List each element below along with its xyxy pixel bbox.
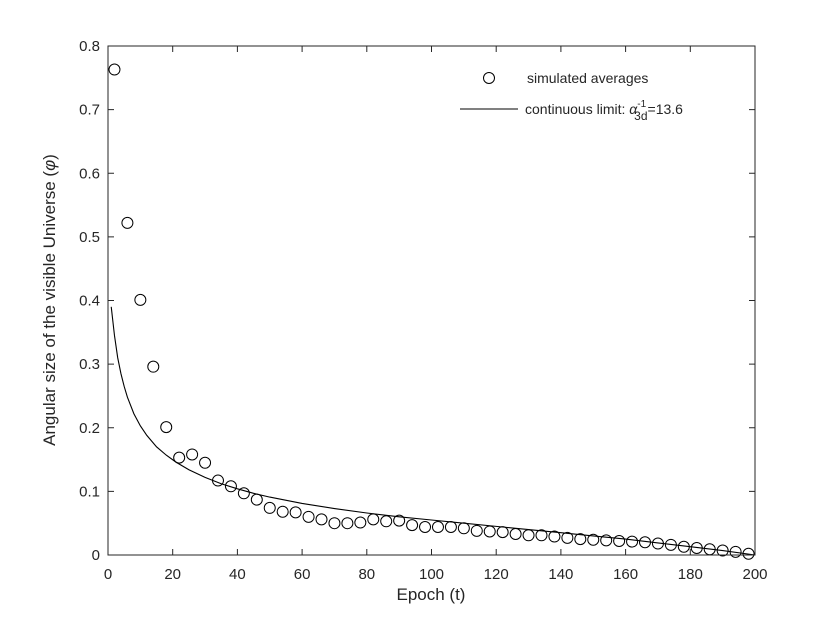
- y-axis-label: Angular size of the visible Universe (φ): [40, 154, 59, 446]
- x-axis-label: Epoch (t): [397, 585, 466, 604]
- legend-alpha-subscript: 3d: [634, 109, 647, 123]
- x-tick-label: 120: [484, 566, 509, 583]
- data-point-simulated: [431, 521, 444, 533]
- legend-alpha-symbol: α: [629, 101, 638, 117]
- data-point-simulated: [237, 487, 250, 500]
- data-point-simulated: [134, 293, 147, 306]
- data-point-simulated: [289, 506, 302, 519]
- x-tick-label: 60: [294, 566, 311, 583]
- data-point-simulated: [276, 505, 289, 518]
- y-tick-label: 0.6: [79, 165, 100, 182]
- x-tick-label: 80: [358, 566, 375, 583]
- x-tick-label: 0: [104, 566, 112, 583]
- legend-label-simulated: simulated averages: [527, 70, 648, 86]
- data-point-simulated: [535, 529, 548, 542]
- y-axis-label-close: ): [40, 154, 59, 160]
- data-point-simulated: [613, 535, 626, 547]
- data-point-simulated: [173, 451, 186, 464]
- data-point-simulated: [328, 517, 341, 530]
- data-point-simulated: [470, 524, 483, 537]
- data-point-simulated: [121, 216, 134, 229]
- data-point-simulated: [302, 510, 315, 523]
- data-point-simulated: [108, 63, 121, 76]
- data-point-simulated: [160, 421, 173, 434]
- y-tick-label: 0.3: [79, 356, 100, 373]
- y-tick-label: 0.1: [79, 483, 100, 500]
- data-point-simulated: [224, 480, 237, 493]
- x-tick-label: 100: [419, 566, 444, 583]
- data-point-simulated: [186, 448, 199, 461]
- legend-label-continuous: continuous limit: α-1 3d=13.6: [525, 99, 683, 123]
- tick-layer: 0 20 40 60 80 100 120 140 160 180 200 0 0.1 0.2 0.3 0.4…: [79, 38, 767, 583]
- data-point-simulated: [419, 521, 432, 533]
- data-point-simulated: [341, 517, 354, 530]
- data-point-simulated: [315, 513, 328, 526]
- legend-alpha-value: =13.6: [648, 101, 684, 117]
- data-point-simulated: [548, 530, 561, 543]
- legend-alpha-superscript: -1: [637, 99, 646, 110]
- plot-area: [108, 46, 755, 555]
- legend: simulated averages continuous limit: α-1…: [460, 70, 683, 123]
- y-tick-label: 0: [92, 547, 100, 564]
- y-axis-label-symbol: φ: [40, 160, 59, 171]
- data-point-simulated: [354, 516, 367, 529]
- x-tick-label: 140: [548, 566, 573, 583]
- legend-marker-simulated: [483, 72, 495, 84]
- data-point-simulated: [626, 535, 639, 548]
- y-tick-label: 0.7: [79, 102, 100, 119]
- x-tick-label: 40: [229, 566, 246, 583]
- data-point-simulated: [716, 544, 729, 557]
- series-line-continuous-limit: [110, 306, 756, 556]
- y-tick-label: 0.8: [79, 38, 100, 55]
- y-tick-label: 0.5: [79, 229, 100, 246]
- x-tick-label: 200: [742, 566, 767, 583]
- x-tick-label: 20: [164, 566, 181, 583]
- legend-label-continuous-text: continuous limit:: [525, 101, 629, 117]
- y-tick-label: 0.2: [79, 420, 100, 437]
- data-point-simulated: [587, 533, 600, 546]
- y-axis-label-text: Angular size of the visible Universe (: [40, 171, 59, 446]
- data-point-simulated: [393, 514, 406, 527]
- data-point-simulated: [574, 533, 587, 546]
- x-tick-label: 160: [613, 566, 638, 583]
- y-tick-label: 0.4: [79, 293, 100, 310]
- data-point-simulated: [406, 519, 419, 532]
- data-point-simulated: [199, 456, 212, 469]
- data-point-simulated: [561, 531, 574, 544]
- data-point-simulated: [147, 360, 160, 373]
- data-point-simulated: [263, 501, 276, 514]
- series-layer: [108, 63, 756, 560]
- x-tick-label: 180: [678, 566, 703, 583]
- data-point-simulated: [600, 534, 613, 547]
